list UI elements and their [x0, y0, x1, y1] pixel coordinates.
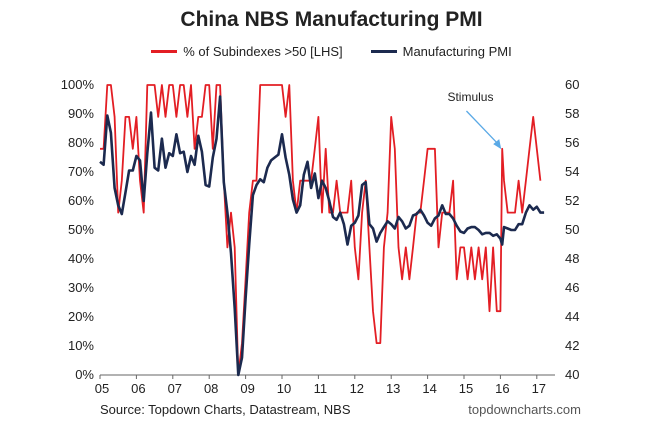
- annotation-arrow-head: [493, 139, 502, 150]
- right-tick-label: 44: [565, 309, 579, 324]
- brand-url: topdowncharts.com: [468, 402, 581, 417]
- legend-label-pmi: Manufacturing PMI: [402, 44, 512, 59]
- left-tick-label: 100%: [61, 77, 95, 92]
- left-tick-label: 70%: [68, 164, 94, 179]
- x-tick-label: 10: [277, 381, 291, 396]
- x-tick-label: 17: [532, 381, 546, 396]
- legend-item-pmi: Manufacturing PMI: [370, 44, 512, 59]
- right-tick-label: 60: [565, 77, 579, 92]
- right-tick-label: 46: [565, 280, 579, 295]
- right-tick-label: 54: [565, 164, 579, 179]
- legend-item-subindexes: % of Subindexes >50 [LHS]: [151, 44, 343, 59]
- x-tick-label: 07: [168, 381, 182, 396]
- series-pmi-line: [99, 95, 545, 377]
- x-tick-label: 12: [350, 381, 364, 396]
- x-tick-label: 09: [240, 381, 254, 396]
- legend: % of Subindexes >50 [LHS] Manufacturing …: [0, 44, 663, 59]
- series-subindexes-line: [100, 84, 542, 376]
- right-tick-label: 58: [565, 106, 579, 121]
- x-tick-label: 14: [422, 381, 436, 396]
- right-tick-label: 56: [565, 135, 579, 150]
- left-tick-label: 50%: [68, 222, 94, 237]
- right-tick-label: 50: [565, 222, 579, 237]
- source-note: Source: Topdown Charts, Datastream, NBS: [100, 402, 351, 417]
- x-tick-label: 16: [495, 381, 509, 396]
- x-tick-label: 06: [131, 381, 145, 396]
- left-tick-label: 80%: [68, 135, 94, 150]
- x-tick-label: 15: [459, 381, 473, 396]
- left-tick-label: 40%: [68, 251, 94, 266]
- x-tick-label: 05: [95, 381, 109, 396]
- legend-swatch-red: [151, 50, 178, 53]
- left-tick-label: 10%: [68, 338, 94, 353]
- chart-title: China NBS Manufacturing PMI: [180, 8, 483, 31]
- right-tick-label: 40: [565, 367, 579, 382]
- right-tick-label: 42: [565, 338, 579, 353]
- x-tick-label: 08: [204, 381, 218, 396]
- left-tick-label: 20%: [68, 309, 94, 324]
- left-tick-label: 30%: [68, 280, 94, 295]
- right-tick-label: 48: [565, 251, 579, 266]
- left-tick-label: 90%: [68, 106, 94, 121]
- x-tick-label: 13: [386, 381, 400, 396]
- right-tick-label: 52: [565, 193, 579, 208]
- annotation-label: Stimulus: [447, 90, 493, 104]
- x-tick-label: 11: [314, 381, 328, 396]
- legend-swatch-navy: [370, 50, 397, 53]
- legend-label-subindexes: % of Subindexes >50 [LHS]: [183, 44, 343, 59]
- left-tick-label: 60%: [68, 193, 94, 208]
- annotation-arrow-line: [465, 110, 500, 146]
- left-tick-label: 0%: [75, 367, 94, 382]
